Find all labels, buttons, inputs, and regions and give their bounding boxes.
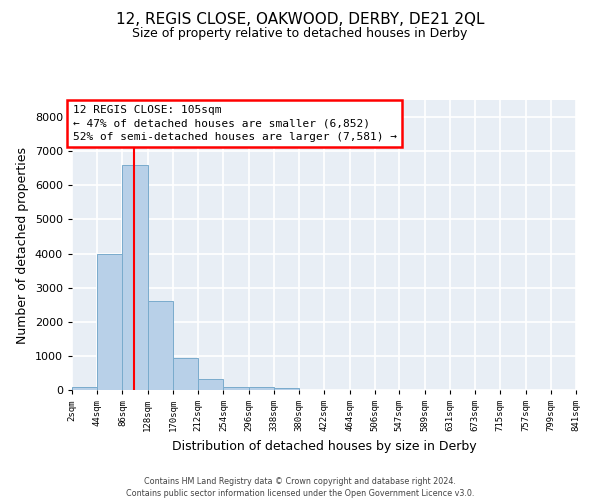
Text: 12 REGIS CLOSE: 105sqm
← 47% of detached houses are smaller (6,852)
52% of semi-: 12 REGIS CLOSE: 105sqm ← 47% of detached… <box>73 105 397 142</box>
Text: Size of property relative to detached houses in Derby: Size of property relative to detached ho… <box>133 28 467 40</box>
Bar <box>97 254 122 390</box>
Bar <box>173 358 198 390</box>
Bar <box>248 388 274 390</box>
Y-axis label: Number of detached properties: Number of detached properties <box>16 146 29 344</box>
Text: 12, REGIS CLOSE, OAKWOOD, DERBY, DE21 2QL: 12, REGIS CLOSE, OAKWOOD, DERBY, DE21 2Q… <box>116 12 484 28</box>
Bar <box>72 388 97 390</box>
Bar <box>198 380 223 390</box>
X-axis label: Distribution of detached houses by size in Derby: Distribution of detached houses by size … <box>172 440 476 452</box>
Bar <box>223 386 248 390</box>
Bar <box>148 302 173 390</box>
Bar <box>122 165 148 390</box>
Bar <box>274 388 299 390</box>
Text: Contains public sector information licensed under the Open Government Licence v3: Contains public sector information licen… <box>126 489 474 498</box>
Text: Contains HM Land Registry data © Crown copyright and database right 2024.: Contains HM Land Registry data © Crown c… <box>144 478 456 486</box>
